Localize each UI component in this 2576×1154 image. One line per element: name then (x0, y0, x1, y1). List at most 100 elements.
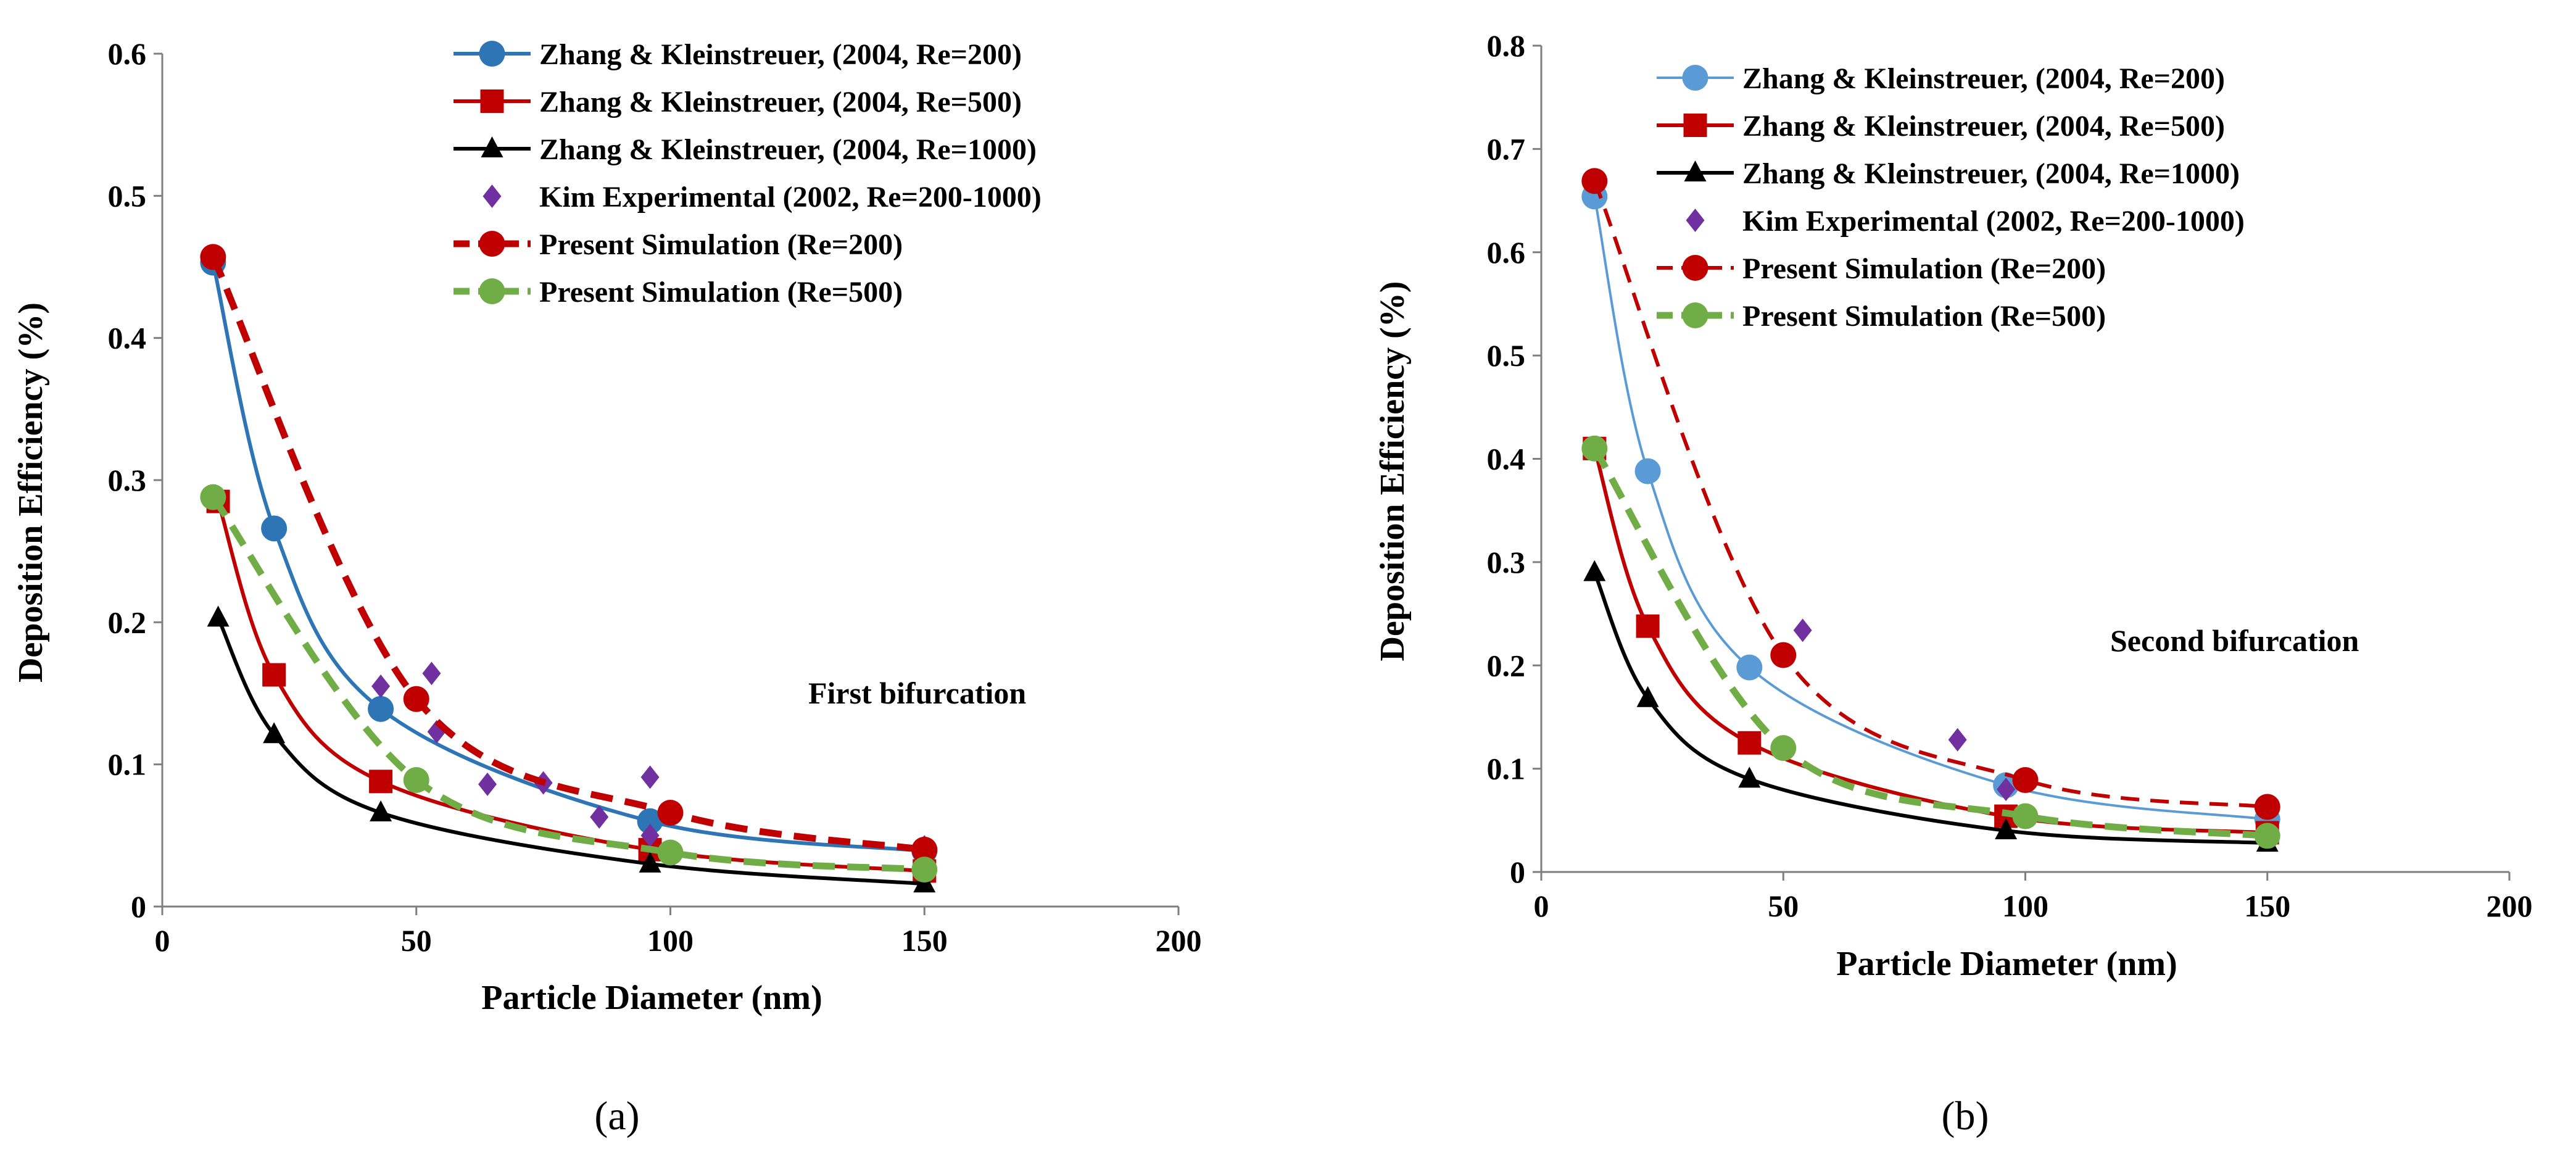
data-point-a-3 (640, 823, 660, 847)
legend-marker-a-2 (481, 136, 503, 157)
y-tick-label-b: 0.6 (1487, 235, 1526, 270)
y-tick-label-a: 0 (131, 889, 146, 924)
data-point-a-4 (657, 799, 684, 826)
legend-label-b-4: Present Simulation (Re=200) (1742, 252, 2106, 285)
legend-marker-b-2 (1684, 160, 1707, 181)
data-point-a-3 (640, 765, 660, 789)
data-point-b-4 (1770, 642, 1797, 668)
legend-label-a-5: Present Simulation (Re=500) (539, 276, 903, 309)
legend-marker-b-1 (1683, 114, 1707, 137)
data-point-b-4 (2254, 794, 2280, 820)
y-tick-label-a: 0.3 (108, 463, 147, 497)
data-point-a-2 (370, 800, 392, 821)
series-line-a-0 (211, 262, 925, 853)
x-tick-label-b: 0 (1534, 889, 1549, 923)
data-point-a-4 (200, 244, 226, 270)
data-point-a-3 (590, 805, 609, 829)
data-point-a-2 (207, 605, 230, 627)
y-tick-label-a: 0.2 (108, 605, 147, 639)
data-point-b-1 (1636, 614, 1660, 638)
data-point-a-4 (911, 836, 938, 863)
data-point-b-1 (1737, 731, 1762, 755)
data-point-b-2 (1583, 560, 1606, 581)
legend-marker-b-3 (1686, 209, 1705, 232)
x-tick-label-a: 0 (155, 923, 170, 958)
legend-marker-a-5 (479, 278, 505, 304)
data-point-b-2 (1995, 818, 2018, 840)
y-tick-label-b: 0.7 (1487, 131, 1526, 166)
panel-label-a: (a) (594, 1094, 639, 1139)
data-point-b-5 (2012, 803, 2039, 829)
series-line-b-5 (1591, 446, 2268, 839)
data-point-a-0 (261, 515, 288, 542)
series-line-a-4 (210, 255, 926, 853)
x-axis-title-a: Particle Diameter (nm) (481, 979, 822, 1017)
legend-marker-b-4 (1682, 255, 1708, 281)
x-tick-label-b: 50 (1768, 889, 1799, 923)
legend-label-b-5: Present Simulation (Re=500) (1742, 300, 2106, 333)
data-point-b-0 (1736, 654, 1763, 681)
y-tick-label-a: 0.6 (108, 36, 147, 71)
series-line-a-5 (210, 495, 925, 873)
legend-marker-a-0 (479, 41, 505, 67)
bifurcation-annotation-a: First bifurcation (808, 676, 1026, 710)
data-point-b-5 (1770, 735, 1797, 762)
legend-label-a-4: Present Simulation (Re=200) (539, 228, 903, 261)
legend-marker-a-4 (479, 231, 505, 257)
panel-label-b: (b) (1942, 1094, 1989, 1139)
data-point-a-4 (403, 686, 429, 712)
data-point-b-5 (1581, 435, 1608, 462)
series-line-b-2 (1592, 571, 2267, 845)
y-axis-title-b: Deposition Efficiency (%) (1373, 281, 1412, 662)
data-point-a-5 (657, 839, 684, 866)
data-point-a-3 (478, 772, 497, 796)
y-tick-label-a: 0.4 (108, 321, 147, 355)
series-line-b-0 (1593, 196, 2268, 821)
y-tick-label-b: 0.8 (1487, 28, 1526, 63)
x-tick-label-a: 100 (647, 923, 694, 958)
data-point-a-1 (262, 663, 286, 687)
x-tick-label-a: 50 (401, 923, 432, 958)
x-tick-label-b: 100 (2002, 889, 2048, 923)
y-tick-label-b: 0.3 (1487, 545, 1526, 579)
x-tick-label-a: 150 (901, 923, 948, 958)
y-tick-label-a: 0.1 (108, 747, 147, 782)
legend-marker-b-0 (1682, 65, 1708, 91)
legend-marker-a-3 (482, 185, 502, 208)
data-point-a-0 (637, 808, 663, 834)
legend-label-a-1: Zhang & Kleinstreuer, (2004, Re=500) (539, 86, 1022, 118)
data-point-a-5 (403, 767, 429, 794)
data-point-b-2 (1636, 686, 1659, 707)
data-point-a-5 (911, 857, 938, 883)
legend-marker-b-5 (1682, 302, 1708, 328)
legend-label-a-2: Zhang & Kleinstreuer, (2004, Re=1000) (539, 133, 1037, 166)
data-point-b-3 (1997, 778, 2016, 802)
data-point-a-1 (369, 770, 393, 794)
data-point-a-2 (639, 851, 661, 873)
data-point-b-3 (1948, 728, 1967, 752)
data-point-b-4 (1581, 168, 1608, 194)
y-axis-title-a: Deposition Efficiency (%) (12, 302, 50, 683)
series-line-b-4 (1592, 180, 2268, 809)
data-point-a-0 (368, 695, 394, 722)
y-tick-label-b: 0.1 (1487, 752, 1526, 786)
data-point-a-2 (263, 722, 286, 744)
series-line-a-1 (216, 500, 925, 873)
legend-label-b-2: Zhang & Kleinstreuer, (2004, Re=1000) (1742, 157, 2240, 190)
x-tick-label-a: 200 (1156, 923, 1202, 958)
y-tick-label-a: 0.5 (108, 178, 147, 213)
legend-label-a-3: Kim Experimental (2002, Re=200-1000) (539, 181, 1042, 214)
legend-label-b-0: Zhang & Kleinstreuer, (2004, Re=200) (1742, 62, 2225, 95)
y-tick-label-b: 0.4 (1487, 442, 1526, 476)
y-tick-label-b: 0.5 (1487, 338, 1526, 373)
data-point-a-3 (422, 662, 441, 686)
legend-label-b-1: Zhang & Kleinstreuer, (2004, Re=500) (1742, 110, 2225, 143)
bifurcation-annotation-b: Second bifurcation (2110, 623, 2359, 658)
data-point-a-3 (371, 674, 391, 698)
data-point-b-0 (1634, 458, 1661, 484)
x-axis-title-b: Particle Diameter (nm) (1836, 945, 2177, 983)
series-line-a-2 (216, 617, 925, 886)
y-tick-label-b: 0.2 (1487, 648, 1526, 683)
data-point-b-4 (2012, 767, 2039, 794)
